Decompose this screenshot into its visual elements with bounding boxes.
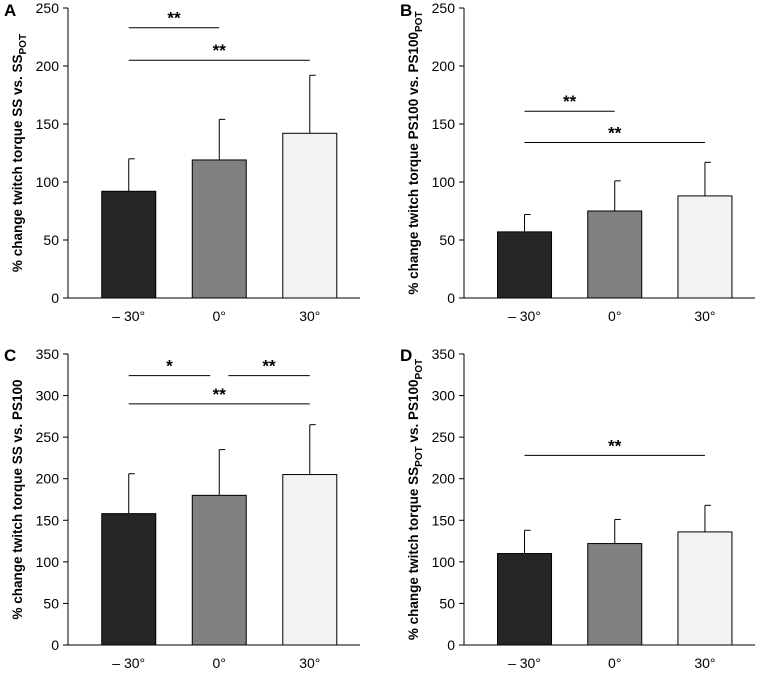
- x-tick-label: 0°: [213, 655, 226, 671]
- y-tick-label: 150: [432, 512, 456, 528]
- y-tick-label: 100: [36, 174, 60, 190]
- y-axis-label-subscript: POT: [414, 11, 425, 32]
- y-tick-label: 200: [432, 58, 456, 74]
- bar-3: [282, 474, 338, 646]
- y-tick-label: 200: [36, 58, 60, 74]
- y-axis-label-text: vs. PS100: [406, 379, 421, 446]
- bar-3: [677, 195, 733, 299]
- y-axis-label-text: % change twitch torque SS vs. SS: [10, 55, 25, 273]
- bar-2: [191, 159, 247, 299]
- y-tick-label: 200: [36, 471, 60, 487]
- y-tick-label: 50: [43, 232, 59, 248]
- y-tick-label: 50: [43, 595, 59, 611]
- bar-3: [282, 132, 338, 299]
- y-axis-label-text: % change twitch torque SS: [406, 467, 421, 640]
- y-tick-label: 250: [36, 429, 60, 445]
- y-axis-label: % change twitch torque SS vs. SSPOT: [10, 34, 29, 272]
- y-tick-label: 100: [432, 174, 456, 190]
- significance-label: **: [167, 9, 181, 28]
- y-tick-label: 100: [36, 554, 60, 570]
- x-tick-label: – 30°: [508, 655, 541, 671]
- y-tick-label: 50: [439, 232, 455, 248]
- y-axis-label: % change twitch torque PS100 vs. PS100PO…: [406, 11, 425, 294]
- x-tick-label: 30°: [694, 655, 715, 671]
- panel-letter: D: [400, 346, 412, 365]
- bar-1: [101, 190, 157, 299]
- significance-label: **: [262, 357, 276, 376]
- significance-label: **: [608, 124, 622, 143]
- chart-panel-b: B 0 50 100 150 200 250 – 30° 0° 30° ** ** % change t…: [400, 0, 755, 324]
- panel-letter: A: [4, 1, 16, 20]
- y-axis-label-subscript: POT: [414, 359, 425, 380]
- y-tick-label: 250: [432, 429, 456, 445]
- panel-letter: B: [400, 1, 412, 20]
- x-tick-label: 30°: [299, 655, 320, 671]
- significance-label: **: [563, 92, 577, 111]
- y-tick-label: 350: [36, 346, 60, 362]
- x-tick-label: 0°: [608, 655, 621, 671]
- x-tick-label: 0°: [213, 308, 226, 324]
- bar-1: [497, 553, 553, 646]
- y-axis-label-subscript: POT: [414, 446, 425, 467]
- y-tick-label: 200: [432, 471, 456, 487]
- bar-3: [677, 531, 733, 646]
- x-tick-label: 30°: [299, 308, 320, 324]
- x-tick-label: – 30°: [508, 308, 541, 324]
- y-tick-label: 0: [51, 637, 59, 653]
- significance-label: **: [608, 436, 622, 455]
- y-axis-label-text: % change twitch torque PS100 vs. PS100: [406, 32, 421, 295]
- y-tick-label: 150: [432, 116, 456, 132]
- y-tick-label: 0: [51, 290, 59, 306]
- panel-letter: C: [4, 346, 16, 365]
- y-tick-label: 150: [36, 512, 60, 528]
- x-tick-label: 30°: [694, 308, 715, 324]
- y-axis-label-subscript: POT: [18, 34, 29, 55]
- y-tick-label: 250: [36, 0, 60, 16]
- bar-2: [587, 210, 643, 299]
- y-tick-label: 150: [36, 116, 60, 132]
- x-tick-label: – 30°: [112, 308, 145, 324]
- y-tick-label: 0: [447, 290, 455, 306]
- chart-panel-a: A 0 50 100 150 200 250 – 30° 0° 30° ** ** % change t…: [4, 0, 360, 324]
- y-axis-label-text: % change twitch torque SS vs. PS100: [10, 379, 25, 619]
- bar-1: [101, 513, 157, 646]
- significance-label: *: [166, 357, 173, 376]
- bar-1: [497, 231, 553, 299]
- y-axis-label: % change twitch torque SS vs. PS100: [10, 379, 25, 619]
- y-tick-label: 350: [432, 346, 456, 362]
- chart-panel-d: D 0 50 100 150 200 250 300 350 – 30° 0° 30° ** % chan…: [400, 346, 755, 671]
- significance-label: **: [213, 41, 227, 60]
- x-tick-label: – 30°: [112, 655, 145, 671]
- y-tick-label: 300: [36, 388, 60, 404]
- bar-2: [191, 494, 247, 646]
- y-tick-label: 250: [432, 0, 456, 16]
- bar-2: [587, 543, 643, 646]
- significance-label: **: [213, 385, 227, 404]
- y-tick-label: 50: [439, 595, 455, 611]
- x-tick-label: 0°: [608, 308, 621, 324]
- y-tick-label: 0: [447, 637, 455, 653]
- y-tick-label: 300: [432, 388, 456, 404]
- y-tick-label: 100: [432, 554, 456, 570]
- y-axis-label: % change twitch torque SSPOT vs. PS100PO…: [406, 359, 425, 640]
